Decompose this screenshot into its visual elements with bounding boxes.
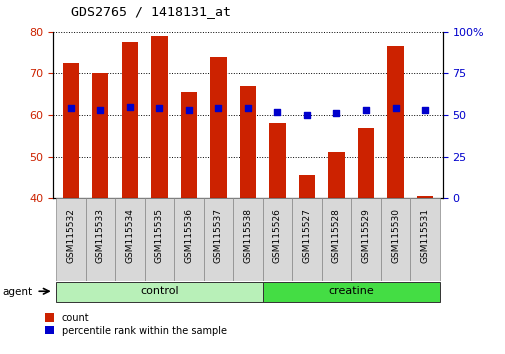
Point	[214, 105, 222, 111]
Bar	[151, 36, 167, 198]
Text: GSM115533: GSM115533	[95, 208, 105, 263]
FancyBboxPatch shape	[292, 198, 321, 281]
Legend: count, percentile rank within the sample: count, percentile rank within the sample	[45, 313, 226, 336]
Text: GSM115537: GSM115537	[214, 208, 223, 263]
Point	[391, 105, 399, 111]
Text: GSM115534: GSM115534	[125, 208, 134, 263]
Text: creatine: creatine	[328, 286, 373, 296]
FancyBboxPatch shape	[85, 198, 115, 281]
Bar	[239, 86, 256, 198]
Point	[332, 110, 340, 116]
Bar	[180, 92, 196, 198]
FancyBboxPatch shape	[350, 198, 380, 281]
Point	[420, 107, 428, 113]
Text: GSM115531: GSM115531	[420, 208, 429, 263]
Point	[67, 105, 75, 111]
Text: GSM115536: GSM115536	[184, 208, 193, 263]
Bar	[357, 127, 373, 198]
Bar	[387, 46, 403, 198]
Text: GSM115538: GSM115538	[243, 208, 252, 263]
Bar	[298, 175, 315, 198]
Text: GSM115528: GSM115528	[331, 208, 340, 263]
FancyBboxPatch shape	[56, 282, 262, 302]
FancyBboxPatch shape	[56, 198, 85, 281]
Text: GSM115527: GSM115527	[302, 208, 311, 263]
Bar	[328, 153, 344, 198]
FancyBboxPatch shape	[115, 198, 144, 281]
FancyBboxPatch shape	[380, 198, 410, 281]
Text: GSM115526: GSM115526	[272, 208, 281, 263]
Bar	[122, 42, 138, 198]
Text: GDS2765 / 1418131_at: GDS2765 / 1418131_at	[71, 5, 230, 18]
FancyBboxPatch shape	[233, 198, 262, 281]
FancyBboxPatch shape	[410, 198, 439, 281]
Bar	[269, 123, 285, 198]
Bar	[416, 196, 432, 198]
FancyBboxPatch shape	[203, 198, 233, 281]
Point	[184, 107, 192, 113]
Text: GSM115530: GSM115530	[390, 208, 399, 263]
FancyBboxPatch shape	[144, 198, 174, 281]
Text: GSM115532: GSM115532	[66, 208, 75, 263]
FancyBboxPatch shape	[174, 198, 203, 281]
Point	[273, 109, 281, 115]
Point	[361, 107, 369, 113]
Text: control: control	[140, 286, 178, 296]
Point	[243, 105, 251, 111]
Text: agent: agent	[3, 287, 33, 297]
Point	[96, 107, 104, 113]
Bar	[210, 57, 226, 198]
FancyBboxPatch shape	[262, 282, 439, 302]
Text: GSM115535: GSM115535	[155, 208, 164, 263]
Point	[155, 105, 163, 111]
FancyBboxPatch shape	[321, 198, 350, 281]
Point	[126, 104, 134, 110]
Text: GSM115529: GSM115529	[361, 208, 370, 263]
Bar	[63, 63, 79, 198]
Point	[302, 112, 311, 118]
FancyBboxPatch shape	[262, 198, 292, 281]
Bar	[92, 73, 108, 198]
